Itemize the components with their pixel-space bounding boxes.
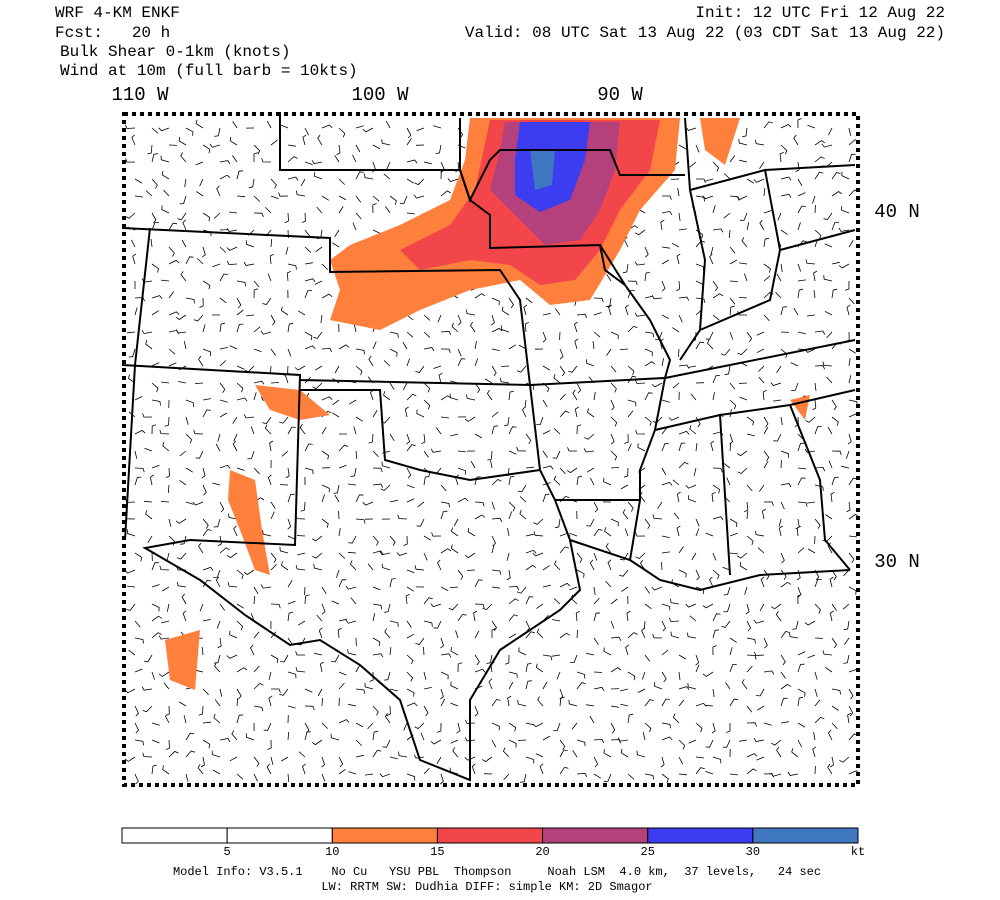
model-info: Model Info: V3.5.1 No Cu YSU PBL Thompso…: [173, 865, 821, 879]
colorbar-tick-label: 30: [746, 845, 760, 859]
colorbar-tick-label: 15: [430, 845, 444, 859]
wind-note: Wind at 10m (full barb = 10kts): [60, 62, 358, 80]
lon-label: 100 W: [351, 84, 409, 106]
colorbar: 5 10 15 20 25 30 kt: [121, 827, 865, 859]
valid-time: Valid: 08 UTC Sat 13 Aug 22 (03 CDT Sat …: [465, 24, 945, 42]
colorbar-swatch: [752, 827, 859, 844]
model-name: WRF 4-KM ENKF: [55, 4, 180, 22]
colorbar-swatch: [226, 827, 333, 844]
colorbar-unit: kt: [851, 845, 865, 859]
lat-label: 30 N: [874, 551, 920, 573]
forecast-hour: Fcst: 20 h: [55, 24, 170, 42]
lon-label: 110 W: [111, 84, 169, 106]
colorbar-tick-label: 5: [224, 845, 231, 859]
shear-shading: [165, 118, 810, 690]
colorbar-swatch: [436, 827, 544, 844]
colorbar-swatch: [647, 827, 754, 844]
map: [121, 112, 860, 787]
lon-label: 90 W: [597, 84, 643, 106]
colorbar-tick-label: 20: [535, 845, 549, 859]
map-frame: [122, 112, 860, 787]
state-boundaries: [121, 112, 856, 782]
lat-label: 40 N: [874, 201, 920, 223]
colorbar-swatch: [542, 827, 649, 844]
colorbar-tick-label: 25: [641, 845, 655, 859]
colorbar-swatch: [121, 827, 228, 844]
model-info-2: LW: RRTM SW: Dudhia DIFF: simple KM: 2D …: [321, 880, 652, 894]
init-time: Init: 12 UTC Fri 12 Aug 22: [695, 4, 945, 22]
field-name: Bulk Shear 0-1km (knots): [60, 43, 290, 61]
colorbar-swatch: [331, 827, 438, 844]
colorbar-tick-label: 10: [325, 845, 339, 859]
